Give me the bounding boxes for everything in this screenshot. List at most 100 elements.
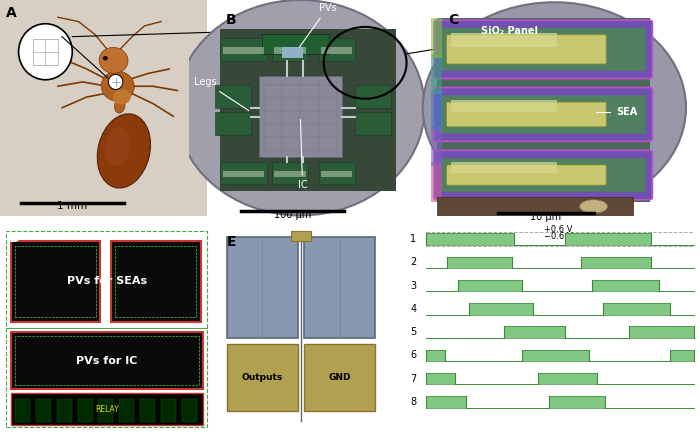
- Bar: [304, 344, 375, 411]
- Bar: [10, 393, 203, 425]
- Ellipse shape: [113, 89, 131, 105]
- FancyBboxPatch shape: [434, 88, 652, 141]
- Bar: [469, 303, 533, 315]
- Ellipse shape: [580, 200, 608, 213]
- Bar: [272, 161, 308, 184]
- Ellipse shape: [99, 48, 128, 73]
- Text: 4: 4: [410, 304, 416, 314]
- Text: GND: GND: [328, 373, 351, 382]
- Bar: [220, 38, 267, 61]
- Bar: [431, 90, 442, 130]
- FancyBboxPatch shape: [441, 158, 645, 192]
- Bar: [272, 38, 308, 61]
- Ellipse shape: [115, 98, 125, 113]
- Bar: [10, 241, 100, 322]
- Bar: [111, 241, 201, 322]
- Circle shape: [19, 24, 72, 80]
- Bar: [15, 246, 96, 317]
- Text: +0.6 V: +0.6 V: [545, 225, 573, 234]
- Text: 6: 6: [410, 350, 416, 360]
- Text: 5: 5: [410, 327, 416, 337]
- Bar: [57, 399, 71, 422]
- Bar: [227, 344, 298, 411]
- Bar: [565, 233, 651, 245]
- Text: PVs for IC: PVs for IC: [76, 356, 137, 366]
- FancyBboxPatch shape: [441, 95, 645, 133]
- Bar: [538, 373, 597, 385]
- Bar: [282, 47, 303, 59]
- Bar: [451, 99, 557, 112]
- Ellipse shape: [103, 56, 108, 60]
- Text: E: E: [227, 235, 237, 249]
- Bar: [304, 237, 375, 338]
- Bar: [223, 47, 264, 54]
- Text: RELAY: RELAY: [95, 405, 118, 414]
- Text: 2: 2: [410, 257, 416, 268]
- Text: 7: 7: [410, 374, 416, 384]
- Bar: [220, 161, 267, 184]
- Bar: [215, 85, 251, 108]
- Ellipse shape: [97, 114, 150, 188]
- Bar: [259, 76, 342, 157]
- Text: 8: 8: [410, 397, 416, 407]
- Bar: [116, 246, 197, 317]
- Bar: [670, 349, 694, 361]
- Bar: [522, 349, 589, 361]
- Bar: [431, 161, 442, 202]
- Bar: [291, 231, 311, 241]
- Bar: [227, 237, 298, 338]
- Text: PVs for SEAs: PVs for SEAs: [66, 276, 147, 286]
- Bar: [274, 171, 305, 177]
- Text: SEA: SEA: [616, 107, 637, 117]
- Bar: [426, 373, 455, 385]
- FancyBboxPatch shape: [434, 20, 652, 78]
- Bar: [603, 303, 670, 315]
- Bar: [426, 233, 514, 245]
- Text: −0.6 V: −0.6 V: [545, 231, 573, 241]
- Bar: [437, 18, 650, 202]
- Bar: [431, 126, 442, 166]
- Bar: [78, 399, 92, 422]
- FancyBboxPatch shape: [447, 35, 606, 64]
- Bar: [318, 161, 355, 184]
- FancyBboxPatch shape: [447, 165, 606, 185]
- Bar: [355, 85, 391, 108]
- Bar: [140, 399, 155, 422]
- Text: Outputs: Outputs: [241, 373, 283, 382]
- Bar: [451, 161, 557, 173]
- FancyBboxPatch shape: [441, 28, 645, 71]
- Text: B: B: [225, 14, 236, 27]
- Bar: [15, 336, 199, 385]
- Text: IC: IC: [298, 120, 307, 191]
- Text: Legs: Legs: [194, 77, 248, 111]
- Bar: [220, 29, 396, 191]
- Bar: [321, 171, 352, 177]
- Bar: [355, 112, 391, 135]
- Bar: [431, 54, 442, 94]
- Bar: [629, 326, 694, 338]
- Ellipse shape: [102, 71, 134, 101]
- Text: 1: 1: [410, 234, 416, 244]
- Bar: [10, 332, 203, 389]
- Text: C: C: [448, 14, 458, 27]
- Text: 1 mm: 1 mm: [57, 201, 88, 211]
- Text: SiO₂ Panel: SiO₂ Panel: [481, 26, 538, 37]
- Bar: [581, 257, 651, 268]
- Bar: [223, 171, 264, 177]
- Text: A: A: [6, 7, 17, 21]
- Bar: [451, 33, 557, 47]
- Ellipse shape: [176, 0, 425, 216]
- Ellipse shape: [105, 127, 130, 166]
- Bar: [318, 38, 355, 61]
- Text: 10 μm: 10 μm: [531, 212, 561, 222]
- Bar: [426, 349, 444, 361]
- Bar: [437, 198, 633, 216]
- Bar: [431, 18, 442, 59]
- Bar: [15, 399, 30, 422]
- Bar: [503, 326, 565, 338]
- FancyBboxPatch shape: [447, 102, 606, 127]
- Bar: [119, 399, 134, 422]
- Text: 3: 3: [410, 281, 416, 291]
- Bar: [161, 399, 176, 422]
- Bar: [182, 399, 197, 422]
